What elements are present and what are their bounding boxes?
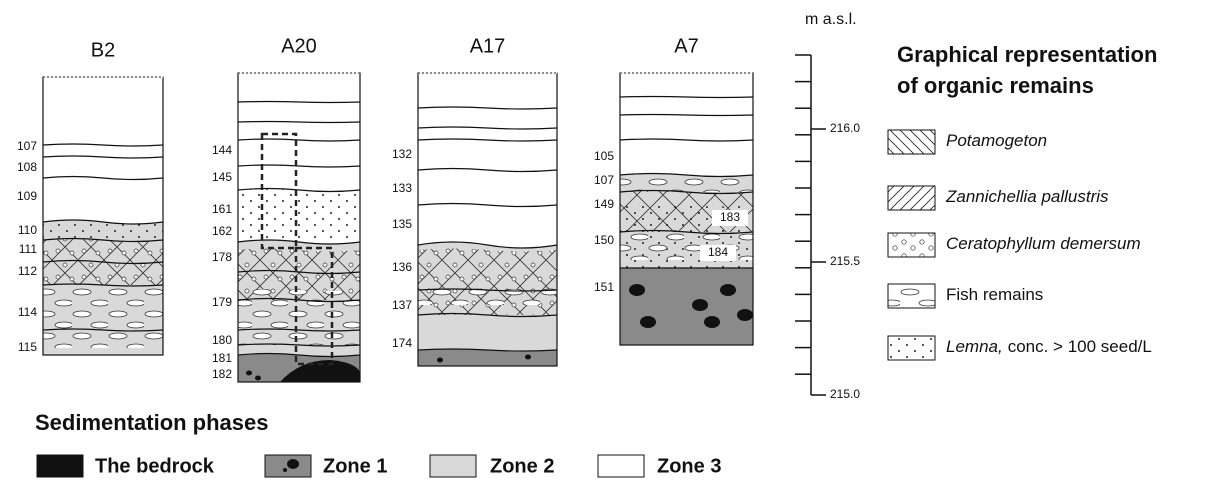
layer: [238, 189, 360, 243]
stone: [629, 284, 645, 296]
legend-label-text: Fish remains: [946, 285, 1043, 304]
layer-label: 180: [212, 333, 232, 347]
layer-label: 182: [212, 367, 232, 381]
stone: [437, 358, 443, 363]
layer-label: 115: [18, 340, 37, 354]
layer-label: 110: [18, 223, 37, 237]
stone: [287, 459, 299, 469]
phases-title: Sedimentation phases: [35, 410, 269, 435]
legend-swatch: [888, 130, 935, 154]
stone: [246, 371, 252, 376]
layer-label: 133: [392, 181, 412, 195]
phase-label: Zone 3: [657, 455, 721, 477]
phases-legend: The bedrock Zone 1 Zone 2 Zone 3: [37, 455, 721, 477]
legend-label: Ceratophyllum demersum: [946, 234, 1141, 253]
columns: B2 107 108 109 110 111 112 114 115 A20 144 145 161 16…: [17, 35, 753, 382]
layer-label: 107: [17, 139, 37, 153]
column-title: A20: [281, 35, 317, 57]
layer-label: 132: [392, 147, 412, 161]
column-title: B2: [91, 39, 115, 61]
phase-label: Zone 2: [490, 455, 554, 477]
layer-label: 162: [212, 224, 232, 238]
scale-label: 215.5: [830, 254, 860, 268]
stone: [255, 376, 261, 381]
layer-label: 137: [392, 298, 412, 312]
layer-label: 145: [212, 170, 232, 184]
legend-label: Zannichellia pallustris: [945, 187, 1109, 206]
layer: [418, 349, 557, 366]
layer-label: 150: [594, 233, 614, 247]
legend-title: of organic remains: [897, 73, 1094, 98]
layer-label: 151: [594, 280, 614, 294]
layer: [418, 249, 557, 316]
phase-swatch: [37, 455, 83, 477]
stone: [720, 284, 736, 296]
column-title: A17: [470, 35, 506, 57]
scale-label: 215.0: [830, 387, 860, 401]
layer-label: 135: [392, 217, 412, 231]
stone: [640, 316, 656, 328]
layer-label: 179: [212, 295, 232, 309]
legend-label: Lemna, conc. > 100 seed/L: [946, 337, 1152, 356]
layer-label: 136: [392, 260, 412, 274]
phase-swatch: [598, 455, 644, 477]
layer: [620, 268, 753, 345]
layer-label: 112: [18, 264, 37, 278]
legend-swatch: [888, 284, 935, 308]
stone: [283, 468, 287, 472]
layer-label: 109: [17, 189, 37, 203]
phase-label: The bedrock: [95, 455, 215, 477]
stratigraphy-figure: B2 107 108 109 110 111 112 114 115 A20 144 145 161 16…: [0, 0, 1221, 480]
scale-title: m a.s.l.: [805, 11, 857, 28]
column-title: A7: [674, 35, 698, 57]
layer-label: 161: [212, 202, 232, 216]
layer-label: 181: [212, 351, 232, 365]
layer-label: 105: [594, 149, 614, 163]
stone: [297, 370, 303, 375]
inner-label: 184: [708, 245, 728, 259]
organic-legend: Potamogeton Zannichellia pallustris Cerato…: [888, 130, 1152, 360]
stone: [525, 355, 531, 360]
legend-label: Potamogeton: [946, 131, 1047, 150]
legend-swatch: [888, 336, 935, 360]
layer: [238, 289, 360, 345]
legend-label: Fish remains: [946, 285, 1043, 304]
legend-label-text: Zannichellia pallustris: [945, 187, 1109, 206]
layer-label: 149: [594, 197, 614, 211]
stone: [692, 299, 708, 311]
legend-title: Graphical representation: [897, 42, 1157, 67]
layer-label: 174: [392, 336, 412, 350]
stone: [737, 309, 753, 321]
phase-swatch: [430, 455, 476, 477]
layer-label: 107: [594, 173, 614, 187]
legend-label-text: Potamogeton: [946, 131, 1047, 150]
layer-label: 111: [19, 242, 38, 256]
stone: [704, 316, 720, 328]
legend-label-text: conc. > 100 seed/L: [1008, 337, 1152, 356]
scale-label: 216.0: [830, 121, 860, 135]
inner-label: 183: [720, 210, 740, 224]
legend-label-italic: Lemna,: [946, 337, 1003, 356]
layer-label: 108: [17, 160, 37, 174]
phase-label: Zone 1: [323, 455, 387, 477]
layer-label: 178: [212, 250, 232, 264]
layer-label: 144: [212, 143, 232, 157]
legend-label-text: Ceratophyllum demersum: [946, 234, 1141, 253]
legend-swatch: [888, 186, 935, 210]
layer-label: 114: [18, 305, 37, 319]
legend-swatch: [888, 233, 935, 257]
scale: 216.0 215.5 215.0: [795, 55, 860, 401]
layer: [43, 284, 163, 330]
